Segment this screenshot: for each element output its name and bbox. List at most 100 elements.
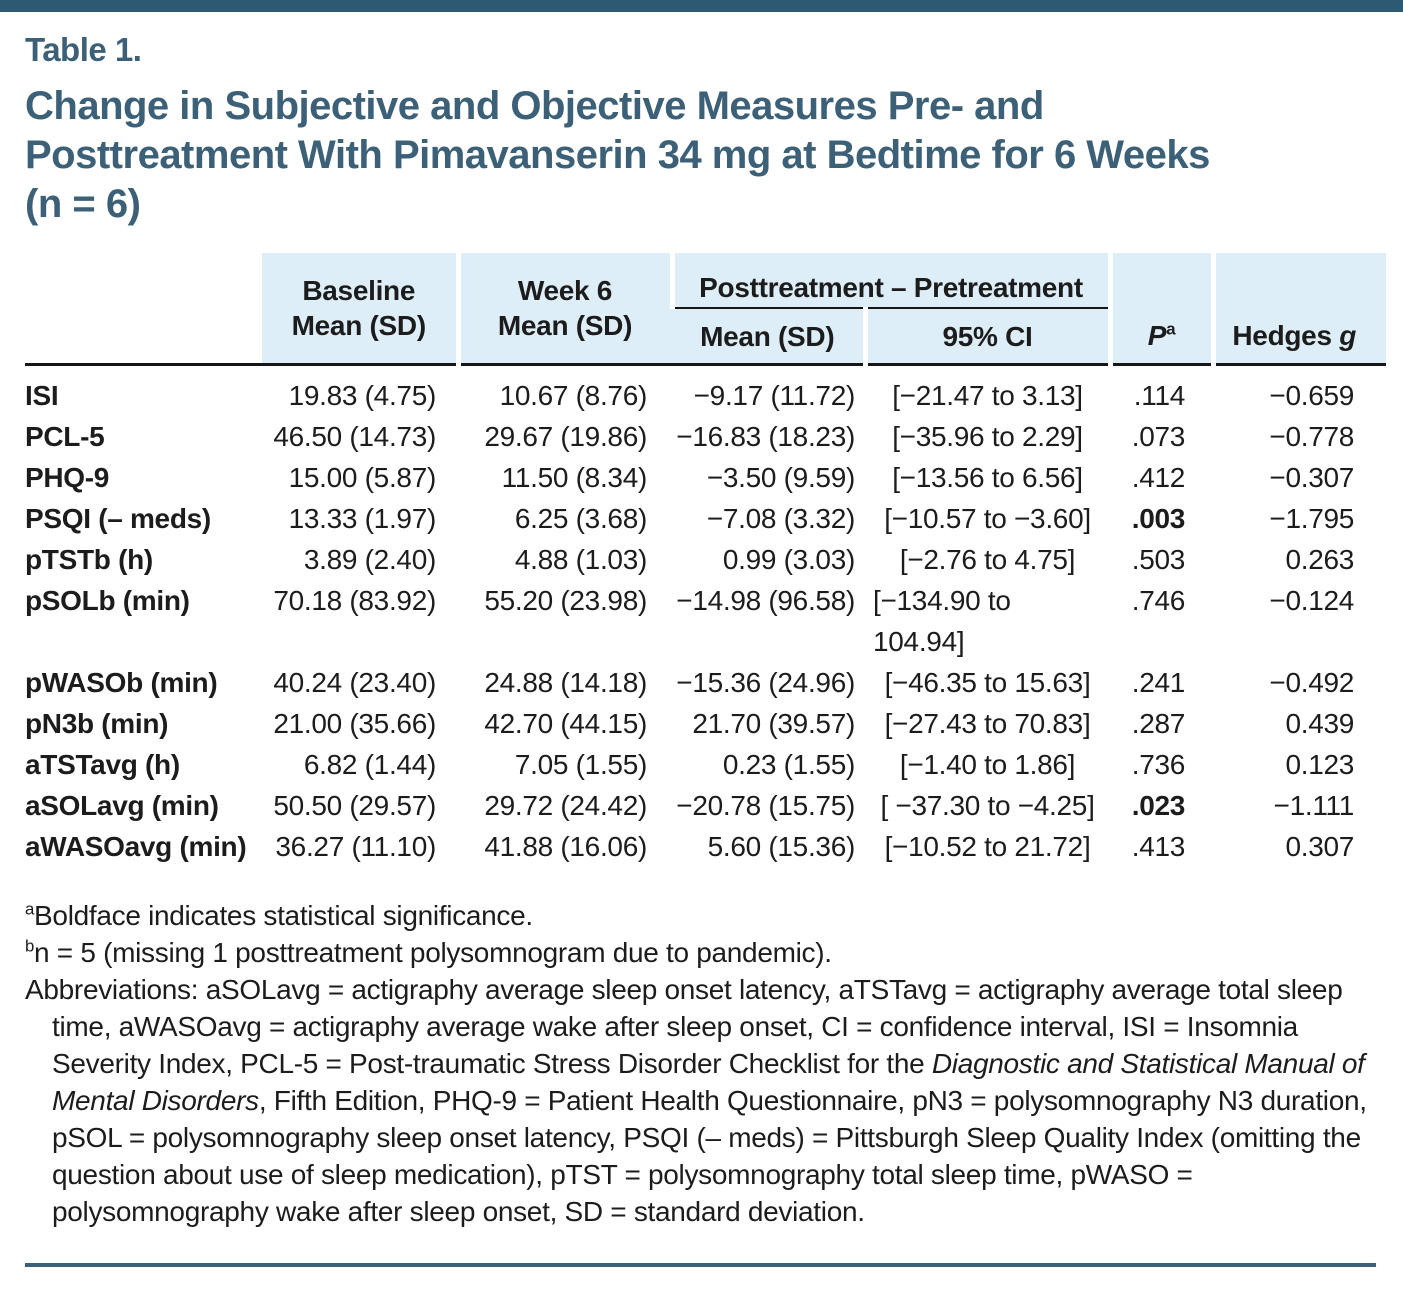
ci-95: [−2.76 to 4.75] bbox=[899, 544, 1076, 575]
page-title-line: Posttreatment With Pimavanserin 34 mg at… bbox=[25, 133, 1210, 177]
ci-95: [−35.96 to 2.29] bbox=[892, 421, 1083, 452]
week6-mean-sd: 29.67 (19.86) bbox=[484, 421, 647, 452]
change-mean-sd: −7.08 (3.32) bbox=[706, 503, 855, 534]
header-p-letter: P bbox=[1147, 320, 1167, 351]
table-header: Baseline Mean (SD) Week 6 Mean (SD) Post… bbox=[25, 253, 1387, 365]
p-value: .073 bbox=[1131, 421, 1186, 452]
week6-mean-sd: 4.88 (1.03) bbox=[514, 544, 647, 575]
ci-95: [−46.35 to 15.63] bbox=[884, 667, 1091, 698]
p-value: .114 bbox=[1133, 380, 1186, 411]
row-label: aSOLavg (min) bbox=[25, 790, 219, 821]
footnote-b: bn = 5 (missing 1 posttreatment polysomn… bbox=[25, 934, 1378, 971]
header-p-footnote-marker: a bbox=[1166, 319, 1176, 339]
header-week6-line1: Week 6 bbox=[517, 275, 613, 306]
ci-95: [−27.43 to 70.83] bbox=[884, 708, 1091, 739]
hedges-g-value: −1.795 bbox=[1269, 503, 1355, 534]
baseline-mean-sd: 70.18 (83.92) bbox=[273, 585, 436, 616]
abbreviations-text: , Fifth Edition, PHQ-9 = Patient Health … bbox=[52, 1085, 1367, 1227]
ci-95: [ −37.30 to −4.25] bbox=[880, 790, 1095, 821]
data-table: Baseline Mean (SD) Week 6 Mean (SD) Post… bbox=[25, 253, 1387, 868]
p-value: .412 bbox=[1131, 462, 1186, 493]
ci-95: [−134.90 to 104.94] bbox=[873, 585, 1011, 657]
change-mean-sd: 5.60 (15.36) bbox=[707, 831, 856, 862]
row-label: ISI bbox=[25, 380, 59, 411]
p-value: .023 bbox=[1131, 790, 1186, 821]
header-group-posttreatment-pretreatment: Posttreatment – Pretreatment bbox=[669, 253, 1111, 309]
hedges-g-value: −1.111 bbox=[1273, 790, 1355, 821]
hedges-g-value: 0.439 bbox=[1285, 708, 1355, 739]
p-value: .241 bbox=[1131, 667, 1186, 698]
table-row: PCL-5 46.50 (14.73) 29.67 (19.86) −16.83 (1… bbox=[25, 416, 1386, 457]
change-mean-sd: −15.36 (24.96) bbox=[676, 667, 855, 698]
row-label: pWASOb (min) bbox=[25, 667, 218, 698]
baseline-mean-sd: 13.33 (1.97) bbox=[288, 503, 437, 534]
table-row: aTSTavg (h) 6.82 (1.44) 7.05 (1.55) 0.23 (1… bbox=[25, 744, 1386, 785]
baseline-mean-sd: 36.27 (11.10) bbox=[275, 831, 436, 862]
row-label: PCL-5 bbox=[25, 421, 105, 452]
row-label: pSOLb (min) bbox=[25, 585, 190, 616]
header-baseline-line2: Mean (SD) bbox=[291, 310, 427, 341]
bottom-rule bbox=[25, 1263, 1376, 1267]
header-week6-line2: Mean (SD) bbox=[497, 310, 633, 341]
baseline-mean-sd: 15.00 (5.87) bbox=[288, 462, 437, 493]
header-empty-cell bbox=[25, 253, 262, 365]
table-row: pN3b (min) 21.00 (35.66) 42.70 (44.15) 21.7… bbox=[25, 703, 1386, 744]
p-value: .746 bbox=[1131, 585, 1186, 616]
ci-95: [−10.52 to 21.72] bbox=[884, 831, 1091, 862]
row-label: pN3b (min) bbox=[25, 708, 169, 739]
week6-mean-sd: 41.88 (16.06) bbox=[484, 831, 647, 862]
row-label: aWASOavg (min) bbox=[25, 831, 247, 862]
change-mean-sd: −14.98 (96.58) bbox=[676, 585, 855, 616]
baseline-mean-sd: 40.24 (23.40) bbox=[273, 667, 436, 698]
table-number-label: Table 1. bbox=[25, 31, 142, 68]
row-label: pTSTb (h) bbox=[25, 544, 153, 575]
table-body: ISI 19.83 (4.75) 10.67 (8.76) −9.17 (11.72)… bbox=[25, 365, 1386, 868]
p-value: .003 bbox=[1131, 503, 1186, 534]
change-mean-sd: −16.83 (18.23) bbox=[676, 421, 855, 452]
abbreviations: Abbreviations: aSOLavg = actigraphy aver… bbox=[25, 971, 1378, 1230]
header-baseline-line1: Baseline bbox=[302, 275, 416, 306]
table-row: pSOLb (min) 70.18 (83.92) 55.20 (23.98) −14… bbox=[25, 580, 1386, 662]
week6-mean-sd: 10.67 (8.76) bbox=[499, 380, 648, 411]
change-mean-sd: −20.78 (15.75) bbox=[676, 790, 855, 821]
baseline-mean-sd: 46.50 (14.73) bbox=[273, 421, 436, 452]
week6-mean-sd: 29.72 (24.42) bbox=[484, 790, 647, 821]
footnote-a: aBoldface indicates statistical signific… bbox=[25, 897, 1378, 934]
table-row: pTSTb (h) 3.89 (2.40) 4.88 (1.03) 0.99 (3.0… bbox=[25, 539, 1386, 580]
header-week6: Week 6 Mean (SD) bbox=[455, 253, 672, 365]
top-accent-bar bbox=[0, 0, 1403, 12]
hedges-g-value: −0.778 bbox=[1269, 421, 1355, 452]
page-title-line: Change in Subjective and Objective Measu… bbox=[25, 84, 1044, 128]
baseline-mean-sd: 50.50 (29.57) bbox=[273, 790, 436, 821]
p-value: .736 bbox=[1131, 749, 1186, 780]
hedges-g-value: −0.492 bbox=[1269, 667, 1355, 698]
header-hedges-text: Hedges bbox=[1232, 320, 1340, 351]
header-hedges-g-letter: g bbox=[1339, 320, 1357, 351]
header-p-value: Pa bbox=[1107, 253, 1214, 365]
header-group-mean-sd: Mean (SD) bbox=[672, 308, 865, 365]
header-baseline: Baseline Mean (SD) bbox=[262, 253, 458, 365]
row-label: aTSTavg (h) bbox=[25, 749, 180, 780]
week6-mean-sd: 55.20 (23.98) bbox=[484, 585, 647, 616]
table-row: pWASOb (min) 40.24 (23.40) 24.88 (14.18) −1… bbox=[25, 662, 1386, 703]
p-value: .503 bbox=[1131, 544, 1186, 575]
header-group-95-ci: 95% CI bbox=[862, 308, 1111, 365]
hedges-g-value: −0.307 bbox=[1269, 462, 1355, 493]
baseline-mean-sd: 3.89 (2.40) bbox=[303, 544, 436, 575]
hedges-g-value: 0.307 bbox=[1285, 831, 1355, 862]
change-mean-sd: 0.99 (3.03) bbox=[722, 544, 855, 575]
table-row: PHQ-9 15.00 (5.87) 11.50 (8.34) −3.50 (9.59… bbox=[25, 457, 1386, 498]
footnote-b-marker: b bbox=[25, 936, 35, 956]
footnote-a-marker: a bbox=[25, 899, 35, 919]
week6-mean-sd: 11.50 (8.34) bbox=[501, 462, 648, 493]
hedges-g-value: −0.659 bbox=[1269, 380, 1355, 411]
row-label: PHQ-9 bbox=[25, 462, 110, 493]
hedges-g-value: 0.263 bbox=[1285, 544, 1355, 575]
baseline-mean-sd: 21.00 (35.66) bbox=[273, 708, 436, 739]
table-row: ISI 19.83 (4.75) 10.67 (8.76) −9.17 (11.72)… bbox=[25, 365, 1386, 417]
table-row: aWASOavg (min) 36.27 (11.10) 41.88 (16.06)… bbox=[25, 826, 1386, 867]
p-value: .413 bbox=[1131, 831, 1186, 862]
ci-95: [−21.47 to 3.13] bbox=[892, 380, 1083, 411]
abbreviations-text: Abbreviations: aSOLavg = actigraphy aver… bbox=[25, 974, 1343, 1079]
